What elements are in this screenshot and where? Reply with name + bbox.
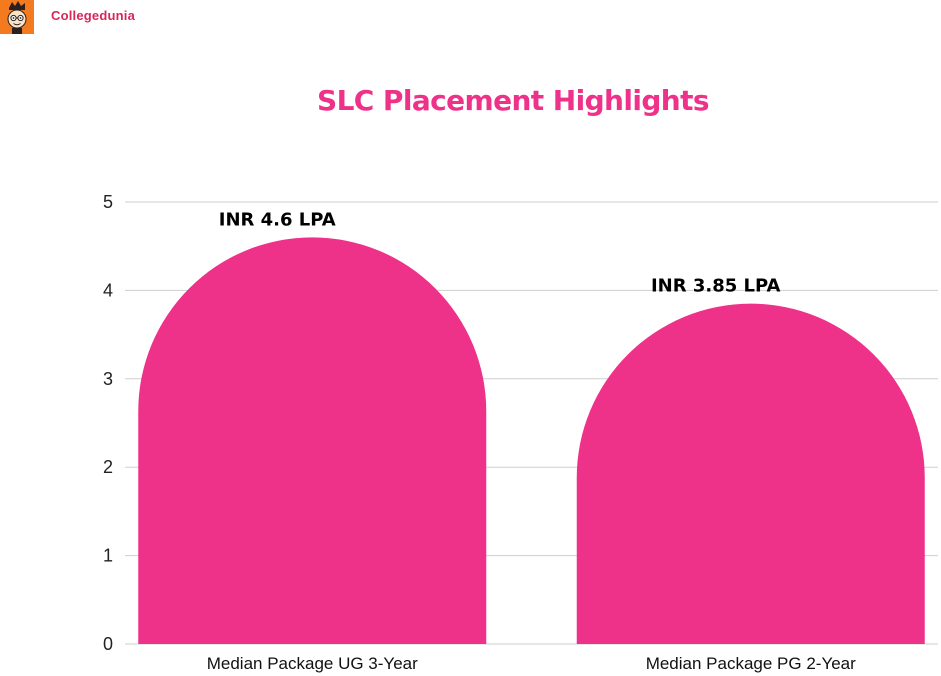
bar — [576, 303, 925, 644]
y-tick-label: 2 — [103, 457, 113, 477]
chart-title: SLC Placement Highlights — [317, 84, 710, 117]
y-tick-label: 0 — [103, 634, 113, 654]
y-tick-label: 4 — [103, 280, 113, 300]
data-label: INR 4.6 LPA — [219, 209, 336, 230]
y-tick-label: 1 — [103, 546, 113, 566]
x-category-label: Median Package UG 3-Year — [207, 654, 418, 673]
x-category-label: Median Package PG 2-Year — [646, 654, 856, 673]
brand-logo[interactable]: Collegedunia — [0, 0, 135, 34]
y-tick-label: 3 — [103, 369, 113, 389]
y-tick-label: 5 — [103, 192, 113, 212]
data-label: INR 3.85 LPA — [651, 276, 781, 297]
bar — [138, 237, 487, 644]
labels: 0 1 2 3 4 5 INR 4.6 LPA Median Package UG 3-Yea… — [103, 192, 856, 673]
brand-name: Collegedunia — [51, 7, 136, 23]
bars — [138, 237, 925, 644]
cartoon-face-icon — [0, 0, 34, 34]
